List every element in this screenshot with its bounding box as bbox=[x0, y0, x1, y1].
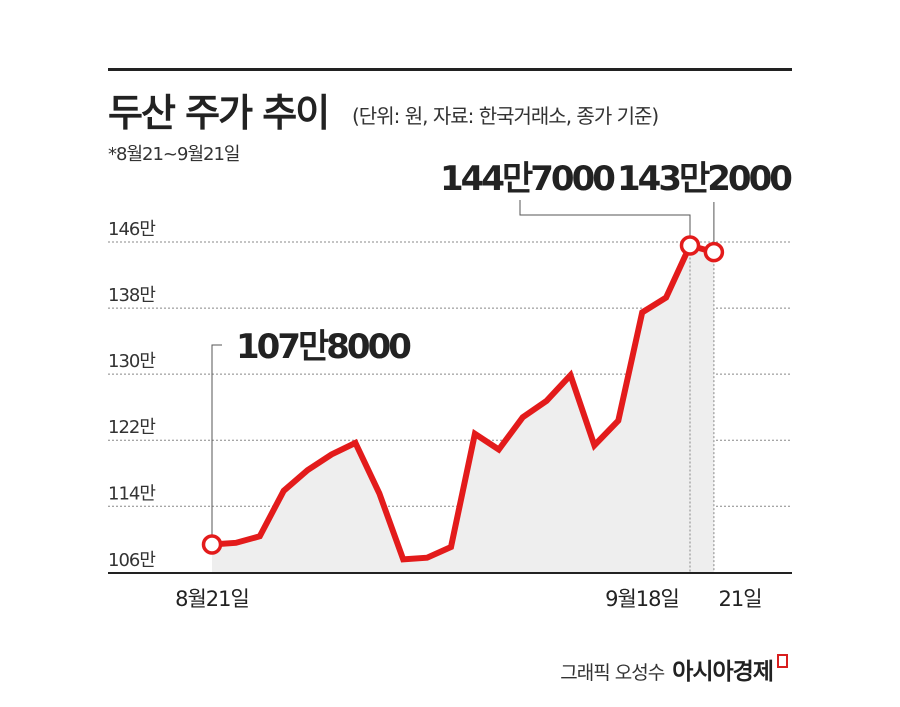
y-tick-label: 122만 bbox=[108, 417, 155, 438]
y-tick-label: 106만 bbox=[108, 550, 155, 571]
callout-leader bbox=[211, 344, 222, 537]
graphic-credit: 그래픽 오성수 bbox=[560, 662, 665, 684]
y-tick-label: 138만 bbox=[108, 285, 155, 306]
y-tick-label: 114만 bbox=[108, 483, 155, 504]
period-note: *8월21~9월21일 bbox=[108, 144, 240, 165]
y-tick-label: 146만 bbox=[108, 219, 155, 240]
brand-logo-text: 아시아경제 bbox=[672, 659, 774, 685]
area-fill bbox=[212, 245, 714, 574]
y-tick-label: 130만 bbox=[108, 351, 155, 372]
x-tick-label: 9월18일 bbox=[605, 587, 679, 611]
unit-source-note: (단위: 원, 자료: 한국거래소, 종가 기준) bbox=[352, 104, 659, 128]
brand-mark-icon bbox=[777, 654, 788, 668]
title-rule bbox=[108, 68, 792, 71]
point-marker bbox=[679, 235, 701, 256]
price-line bbox=[209, 241, 717, 563]
point-marker bbox=[201, 534, 223, 555]
data-label: 143만2000 bbox=[617, 159, 792, 199]
x-tick-label: 8월21일 bbox=[175, 587, 249, 611]
chart-title: 두산 주가 추이 bbox=[108, 91, 330, 135]
data-label: 144만7000 bbox=[440, 159, 615, 199]
x-tick-label: 21일 bbox=[718, 587, 761, 611]
callout-leader bbox=[519, 200, 691, 238]
data-label: 107만8000 bbox=[236, 327, 411, 367]
credit-line: 그래픽 오성수 아시아경제 bbox=[560, 652, 788, 686]
point-marker bbox=[703, 241, 725, 263]
